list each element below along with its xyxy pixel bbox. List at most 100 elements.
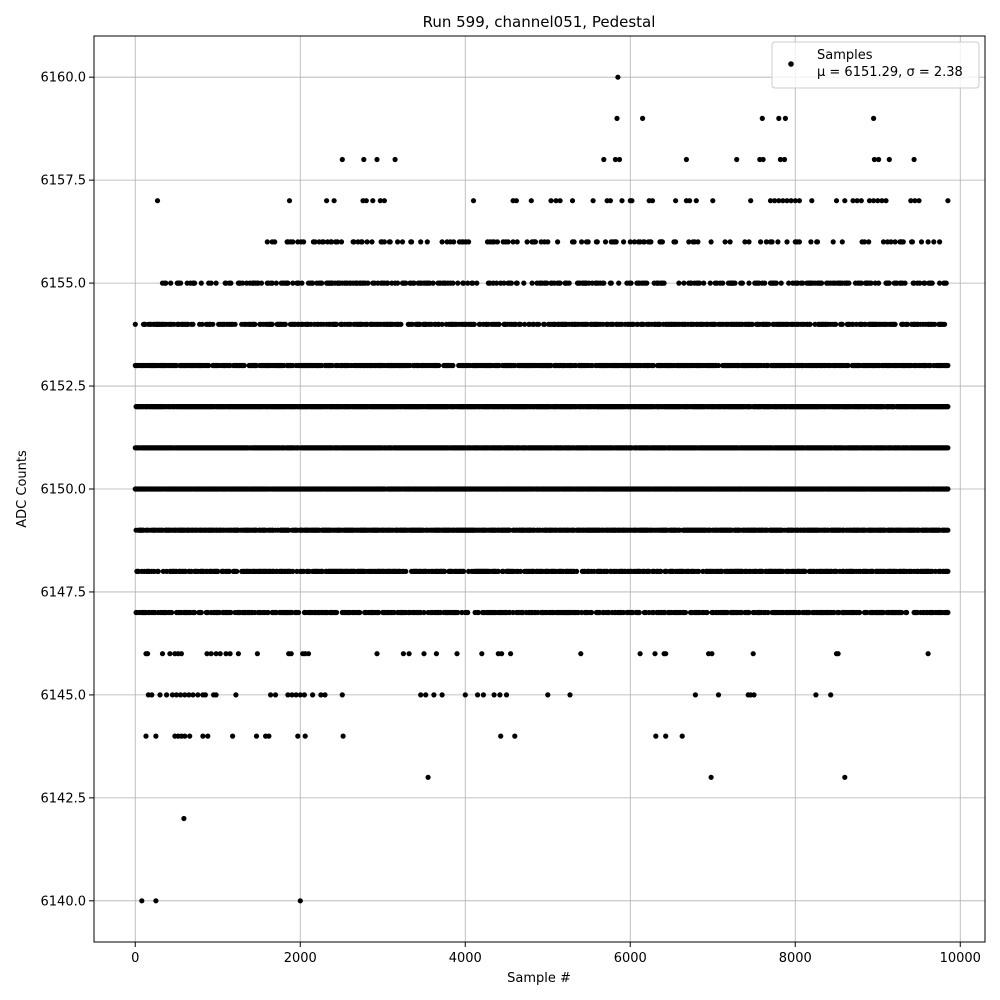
data-point (301, 692, 307, 698)
data-point (854, 198, 860, 204)
data-point (215, 568, 221, 575)
data-point (687, 198, 693, 204)
data-point (227, 651, 233, 657)
data-point (802, 568, 808, 575)
data-point (479, 651, 485, 657)
data-point (182, 733, 188, 739)
data-point (213, 692, 219, 698)
data-point (925, 651, 931, 657)
data-point (615, 74, 621, 80)
data-point (406, 651, 412, 657)
data-point (288, 651, 294, 657)
data-point (746, 609, 752, 616)
data-point (431, 692, 437, 698)
data-point (842, 198, 848, 204)
data-point (223, 651, 229, 657)
data-point (392, 156, 398, 163)
data-point (324, 198, 330, 204)
data-point (780, 198, 786, 204)
data-point (945, 486, 951, 492)
data-point (636, 609, 642, 616)
data-point (425, 774, 431, 780)
data-point (265, 609, 271, 616)
data-point (886, 156, 892, 163)
data-point (204, 651, 210, 657)
data-point (601, 156, 607, 163)
data-point (569, 198, 576, 204)
data-point (132, 321, 138, 327)
data-point (912, 198, 918, 204)
data-point (772, 198, 778, 204)
data-point (557, 198, 563, 204)
data-point (652, 651, 658, 657)
data-point (266, 733, 272, 739)
data-point (679, 733, 685, 739)
data-point (149, 692, 155, 698)
data-point (153, 733, 159, 739)
data-point (765, 609, 771, 616)
data-point (418, 692, 424, 698)
data-point (293, 692, 299, 698)
data-point (491, 692, 497, 698)
data-point (208, 651, 214, 657)
data-point (192, 609, 198, 616)
data-point (164, 692, 170, 698)
data-point (911, 156, 917, 163)
data-point (357, 609, 363, 616)
data-point (760, 156, 766, 163)
data-point (226, 568, 232, 575)
data-point (339, 156, 345, 163)
chart-title: Run 599, channel051, Pedestal (423, 13, 656, 31)
data-point (513, 198, 520, 204)
data-point (788, 198, 794, 204)
data-point (553, 198, 559, 204)
data-point (145, 651, 151, 657)
data-point (421, 609, 427, 616)
data-point (682, 609, 689, 616)
data-point (322, 692, 328, 698)
data-point (442, 568, 448, 575)
data-point (361, 156, 367, 163)
data-point (202, 692, 208, 698)
data-point (200, 733, 206, 739)
data-point (734, 156, 740, 163)
data-point (767, 198, 774, 204)
data-point (574, 568, 580, 575)
data-point (663, 733, 669, 739)
data-point (751, 692, 757, 698)
data-point (228, 609, 234, 616)
data-point (331, 198, 337, 204)
data-point (381, 198, 387, 204)
data-point (253, 733, 260, 739)
data-point (781, 156, 788, 163)
data-point (302, 733, 308, 739)
data-point (167, 651, 173, 657)
data-point (833, 198, 840, 204)
data-point (376, 609, 382, 616)
data-point (784, 198, 790, 204)
data-point (945, 609, 951, 616)
data-point (871, 115, 877, 121)
data-point (871, 156, 878, 163)
data-point (159, 651, 166, 657)
data-point (400, 651, 406, 657)
data-point (578, 651, 584, 657)
data-point (286, 198, 293, 204)
data-point (945, 568, 951, 575)
data-point (692, 692, 699, 698)
data-point (178, 651, 184, 657)
data-point (545, 692, 551, 698)
data-point (828, 692, 834, 698)
data-point (272, 692, 279, 698)
data-point (658, 568, 664, 575)
data-point (333, 609, 340, 616)
data-point (899, 609, 905, 616)
data-point (708, 774, 714, 780)
data-point (157, 692, 163, 698)
data-point (614, 115, 620, 121)
data-point (637, 651, 643, 657)
data-point (871, 198, 877, 204)
data-point (782, 115, 789, 121)
